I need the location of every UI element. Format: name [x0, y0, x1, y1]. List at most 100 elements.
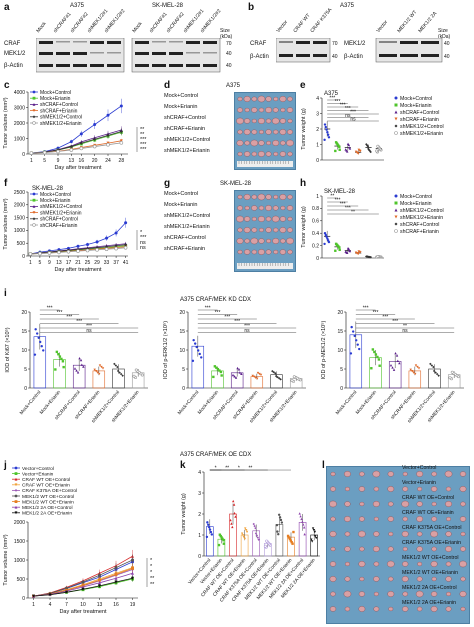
chart-i2-annotation-4: *** [244, 323, 250, 329]
chart-f-title: SK-MEL-28 [32, 186, 64, 192]
chart-c-xtick-label-3: 13 [69, 158, 75, 164]
chart-k-point-7-3 [289, 539, 292, 542]
chart-i2-annotation-2: *** [224, 314, 230, 320]
photo-d-tumor-0-6 [279, 96, 287, 102]
chart-c-point-3-7 [119, 139, 123, 143]
photo-g-tumor-5-2 [251, 249, 257, 255]
chart-i1-annotation-5: ns [86, 328, 92, 334]
chart-i1-point-1-5 [54, 368, 57, 371]
chart-c-xtick-label-0: 1 [30, 158, 33, 164]
photo-g-row-2: shMEK1/2+Control [164, 213, 211, 219]
chart-f-point-5-6 [85, 248, 90, 253]
chart-k-point-3-6 [244, 527, 247, 530]
chart-j-annotation-3: ** [150, 576, 155, 582]
chart-f-point-0-7 [95, 240, 99, 244]
panel-label-e: e [300, 80, 306, 91]
chart-j-ylabel: Tumor volume (mm³) [3, 534, 9, 585]
chart-c-point-5-7 [119, 141, 124, 145]
chart-i3-point-4-4 [435, 372, 439, 376]
chart-c-point-5-0 [29, 151, 34, 155]
photo-d-tumor-1-7 [286, 107, 294, 113]
chart-k-annotation-1: ** [225, 465, 229, 471]
chart-k-point-4-2 [252, 522, 255, 526]
chart-k-point-7-4 [288, 537, 292, 541]
chart-f-xtick-label-3: 13 [56, 260, 62, 266]
blot-b-row-actin-left: β-Actin [250, 54, 269, 60]
photo-l-tumor-7-1 [344, 576, 351, 582]
chart-k-point-1-1 [221, 537, 224, 541]
chart-j-legend-label-1: Vector+Erianin [22, 471, 54, 477]
chart-c-point-5-5 [92, 144, 97, 149]
chart-k-point-6-3 [278, 516, 282, 519]
chart-e-point-4-1 [365, 144, 369, 147]
photo-l-tumor-3-8 [446, 516, 451, 522]
photo-d-tumor-3-6 [279, 129, 287, 135]
chart-e-ytick-label-4: 4 [316, 96, 319, 102]
chart-c-point-0-7 [119, 104, 123, 108]
photo-l-tumor-7-0 [329, 576, 337, 582]
chart-e-ytick-label-1: 1 [316, 142, 319, 148]
chart-i3-point-1-3 [373, 350, 376, 354]
chart-j-xtick-label-5: 16 [113, 602, 119, 608]
photo-l-tumor-1-1 [345, 486, 350, 492]
chart-h-point-0-1 [327, 240, 331, 244]
photo-l-tumor-8-9 [459, 591, 467, 597]
chart-i2-point-5-1 [290, 379, 294, 383]
chart-f-point-4-10 [124, 243, 128, 247]
chart-i3-ytick-label-0: 0 [340, 386, 343, 392]
chart-i2-point-1-4 [213, 365, 217, 368]
photo-d-tumor-4-4 [266, 140, 271, 146]
chart-j-legend-label-7: MEK1/2 2A OE+Control [22, 505, 73, 511]
photo-g-tumor-0-7 [287, 194, 293, 200]
chart-f-point-5-2 [47, 251, 52, 255]
photo-l-tumor-1-8 [445, 486, 452, 492]
chart-j-point-5-5 [114, 566, 118, 570]
photo-d-tumor-1-2 [251, 107, 258, 113]
chart-f-ytick-label-4: 2000 [14, 203, 25, 209]
photo-l-tumor-6-6 [417, 561, 423, 567]
chart-c-legend-label-0: Mock+Control [40, 90, 71, 96]
blot-a-size-40b: 40 [226, 63, 232, 69]
photo-l-tumor-7-2 [359, 576, 365, 582]
photo-l-tumor-6-2 [358, 561, 366, 567]
chart-k-point-8-0 [302, 526, 306, 529]
photo-l-tumor-8-7 [431, 591, 438, 597]
chart-e-ytick-label-3: 3 [316, 111, 319, 117]
chart-f-ytick-label-2: 1000 [14, 228, 25, 234]
photo-d-tumor-1-3 [258, 107, 265, 113]
chart-e-point-0-0 [323, 138, 326, 142]
photo-l-row-5: CRAF K375A OE+Erianin [402, 540, 461, 546]
chart-k-point-5-6 [265, 539, 269, 543]
chart-h-point-4-6 [367, 255, 370, 259]
chart-i3-point-5-1 [448, 376, 452, 380]
photo-l-tumor-3-3 [373, 516, 379, 522]
photo-l-tumor-1-4 [387, 486, 395, 492]
chart-i3-point-4-6 [432, 369, 436, 373]
chart-f-point-5-0 [28, 252, 33, 256]
chart-i1-ytick-label-2: 10 [21, 348, 27, 354]
photo-l-tumor-9-0 [329, 606, 337, 612]
photo-l-tumor-9-8 [445, 606, 452, 612]
photo-g-tumor-4-2 [250, 237, 259, 245]
photo-l-tumor-2-7 [431, 501, 437, 507]
chart-k-point-3-3 [240, 532, 244, 535]
photo-l-row-0: Vector+Control [402, 465, 437, 471]
chart-k-point-3-1 [242, 535, 246, 539]
chart-i1-point-3-2 [94, 370, 98, 373]
photo-l-tumor-5-3 [372, 546, 380, 552]
chart-j-legend-marker-0 [14, 466, 18, 470]
blot-a-lane-0: Mock [35, 20, 48, 34]
chart-f-point-0-5 [76, 244, 80, 248]
chart-k-point-2-5 [234, 515, 237, 518]
photo-l-tumor-1-9 [459, 486, 467, 492]
chart-f-point-5-7 [95, 248, 99, 252]
photo-l-tumor-8-2 [358, 591, 365, 597]
chart-j-ytick-label-1: 500 [17, 577, 26, 583]
blot-b-row-actin-right: β-Actin [344, 54, 363, 60]
photo-g-tumor-1-6 [280, 205, 286, 211]
photo-d-tumor-3-0 [237, 129, 243, 135]
chart-i1-point-3-1 [96, 371, 99, 374]
chart-h-point-0-3 [326, 237, 329, 240]
chart-f-ytick-label-5: 2500 [14, 190, 25, 196]
